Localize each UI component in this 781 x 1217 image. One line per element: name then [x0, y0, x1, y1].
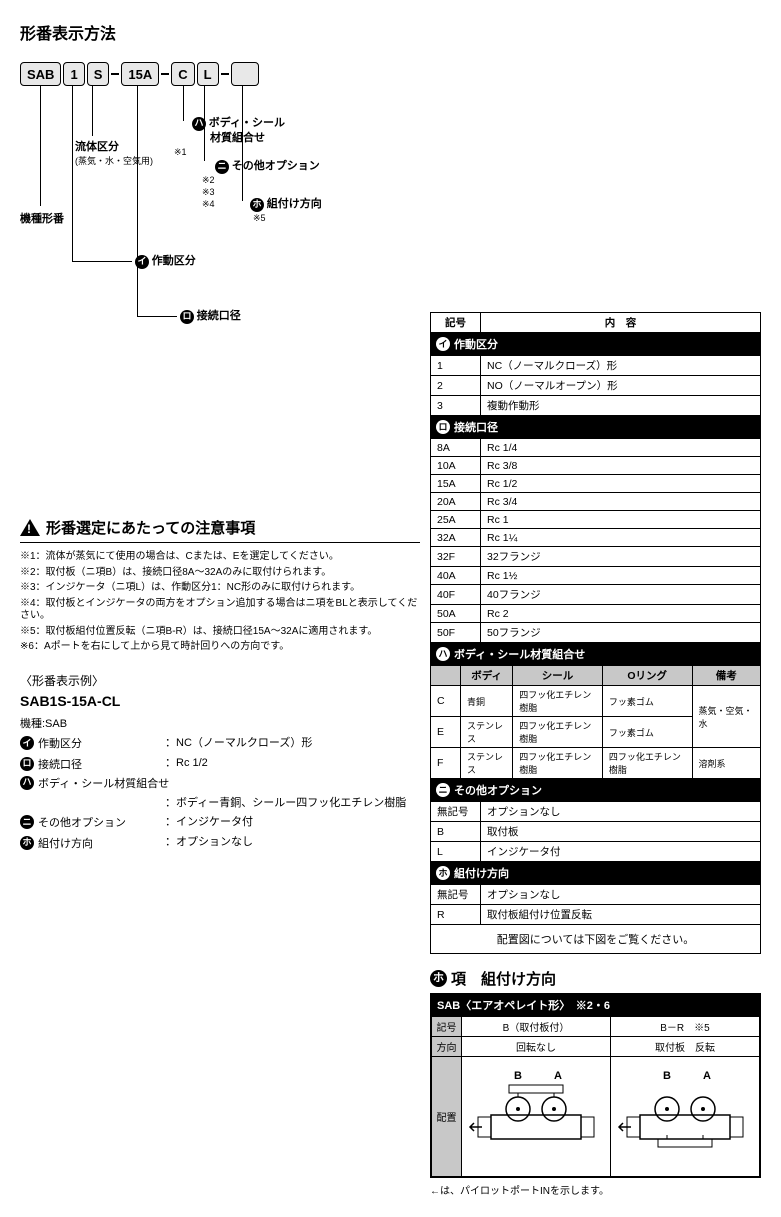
- example-title: 〈形番表示例〉: [20, 672, 420, 689]
- svg-text:B: B: [663, 1070, 671, 1082]
- svg-text:B: B: [514, 1070, 522, 1082]
- anno-mount: ホ 組付け方向 ※5: [250, 197, 322, 224]
- badge-icon: ロ: [20, 757, 34, 771]
- table-row: 無記号オプションなし: [431, 885, 761, 905]
- sec-other-head: ニその他オプション: [430, 779, 761, 801]
- svg-text:A: A: [554, 1070, 562, 1082]
- warning-notes: ※1：流体が蒸気にて使用の場合は、Cまたは、Eを選定してください。 ※2：取付板（…: [20, 551, 420, 654]
- page-title: 形番表示方法: [20, 20, 761, 44]
- table-row: Fステンレス四フッ化エチレン樹脂四フッ化エチレン樹脂溶剤系: [431, 748, 761, 779]
- tbl-port: 8ARc 1/410ARc 3/815ARc 1/220ARc 3/425ARc…: [430, 438, 761, 643]
- seg-port: 15A: [121, 62, 159, 86]
- table-row: B取付板: [431, 822, 761, 842]
- sec-material-head: ハボディ・シール材質組合せ: [430, 643, 761, 665]
- note: ※4：取付板とインジケータの両方をオプション追加する場合はニ項をBLと表示してく…: [20, 598, 420, 623]
- sec-mount-head: ホ組付け方向: [430, 862, 761, 884]
- table-row: 25ARc 1: [431, 511, 761, 529]
- svg-text:A: A: [703, 1070, 711, 1082]
- badge-icon: ハ: [20, 776, 34, 790]
- table-row: 40ARc 1½: [431, 567, 761, 585]
- mount-footnote: ←は、パイロットポートINを示します。: [430, 1182, 761, 1197]
- badge-icon: ニ: [20, 815, 34, 829]
- table-row: C青銅四フッ化エチレン樹脂フッ素ゴム蒸気・空気・水: [431, 686, 761, 717]
- table-row: 2NO（ノーマルオープン）形: [431, 376, 761, 396]
- example-partnumber: SAB1S-15A-CL: [20, 693, 420, 709]
- table-row: 32F32フランジ: [431, 547, 761, 567]
- badge-icon: イ: [20, 736, 34, 750]
- seg-fluid: S: [87, 62, 110, 86]
- note: ※1：流体が蒸気にて使用の場合は、Cまたは、Eを選定してください。: [20, 551, 420, 564]
- seg-material: C: [171, 62, 194, 86]
- table-row: 20ARc 3/4: [431, 493, 761, 511]
- table-row: R取付板組付け位置反転: [431, 905, 761, 925]
- tbl-actuation: 1NC（ノーマルクローズ）形2NO（ノーマルオープン）形3複動作動形: [430, 355, 761, 416]
- seg-other: L: [197, 62, 219, 86]
- table-row: 8ARc 1/4: [431, 439, 761, 457]
- anno-machine: 機種形番: [20, 212, 64, 227]
- example-row: ニその他オプション：インジケータ付: [20, 813, 420, 831]
- example-machine: 機種:SAB: [20, 715, 420, 731]
- warning-header: 形番選定にあたっての注意事項: [20, 517, 420, 543]
- note: ※2：取付板（ニ項B）は、接続口径8A～32Aのみに取付けられます。: [20, 567, 420, 580]
- mount-heading: ホ 項 組付け方向: [430, 968, 761, 989]
- part-number-diagram: SAB 1 S 15A C L 機種形番 流体区分 (蒸気・水・空気用) ハ ボ…: [20, 62, 761, 312]
- mount-box: SAB〈エアオペレイト形〉 ※2・6 記号 B（取付板付） B－R ※5 方向 …: [430, 993, 761, 1178]
- table-row: 50F50フランジ: [431, 623, 761, 643]
- layout-note: 配置図については下図をご覧ください。: [430, 925, 761, 954]
- spec-table-header: 記号内 容: [430, 312, 761, 333]
- valve-diagram-1: B A: [466, 1065, 606, 1165]
- example-row: ホ組付け方向：オプションなし: [20, 833, 420, 851]
- example-row: イ作動区分：NC（ノーマルクローズ）形: [20, 734, 420, 752]
- note: ※3：インジケータ（ニ項L）は、作動区分1：NC形のみに取付けられます。: [20, 582, 420, 595]
- anno-fluid: 流体区分 (蒸気・水・空気用): [75, 140, 153, 167]
- anno-bodyseal: ハ ボディ・シール 材質組合せ ※1: [192, 116, 285, 158]
- valve-diagram-2: B A: [615, 1065, 755, 1165]
- example-row: ：ボディー青銅、シールー四フッ化エチレン樹脂: [20, 794, 420, 810]
- sec-port-head: ロ接続口径: [430, 416, 761, 438]
- table-row: Lインジケータ付: [431, 842, 761, 862]
- table-row: 3複動作動形: [431, 396, 761, 416]
- sec-actuation-head: イ作動区分: [430, 333, 761, 355]
- anno-actuation: イ 作動区分: [135, 254, 196, 269]
- seg-actuation: 1: [63, 62, 84, 86]
- anno-port: ロ 接続口径: [180, 309, 241, 324]
- tbl-other: 無記号オプションなしB取付板Lインジケータ付: [430, 801, 761, 862]
- note: ※6：Aポートを右にして上から見て時計回りへの方向です。: [20, 641, 420, 654]
- table-row: 50ARc 2: [431, 605, 761, 623]
- table-row: 無記号オプションなし: [431, 802, 761, 822]
- table-row: 10ARc 3/8: [431, 457, 761, 475]
- table-row: 1NC（ノーマルクローズ）形: [431, 356, 761, 376]
- table-row: 32ARc 1¼: [431, 529, 761, 547]
- example-row: ハボディ・シール材質組合せ: [20, 775, 420, 791]
- tbl-material: ボディシールOリング備考C青銅四フッ化エチレン樹脂フッ素ゴム蒸気・空気・水Eステ…: [430, 665, 761, 779]
- table-row: 40F40フランジ: [431, 585, 761, 605]
- table-row: 15ARc 1/2: [431, 475, 761, 493]
- seg-mount: [231, 62, 259, 86]
- example-row: ロ接続口径：Rc 1/2: [20, 754, 420, 772]
- seg-machine: SAB: [20, 62, 61, 86]
- tbl-mount: 無記号オプションなしR取付板組付け位置反転: [430, 884, 761, 925]
- badge-icon: ホ: [20, 836, 34, 850]
- warning-icon: [20, 519, 40, 536]
- note: ※5：取付板組付位置反転（ニ項B-R）は、接続口径15A～32Aに適用されます。: [20, 626, 420, 639]
